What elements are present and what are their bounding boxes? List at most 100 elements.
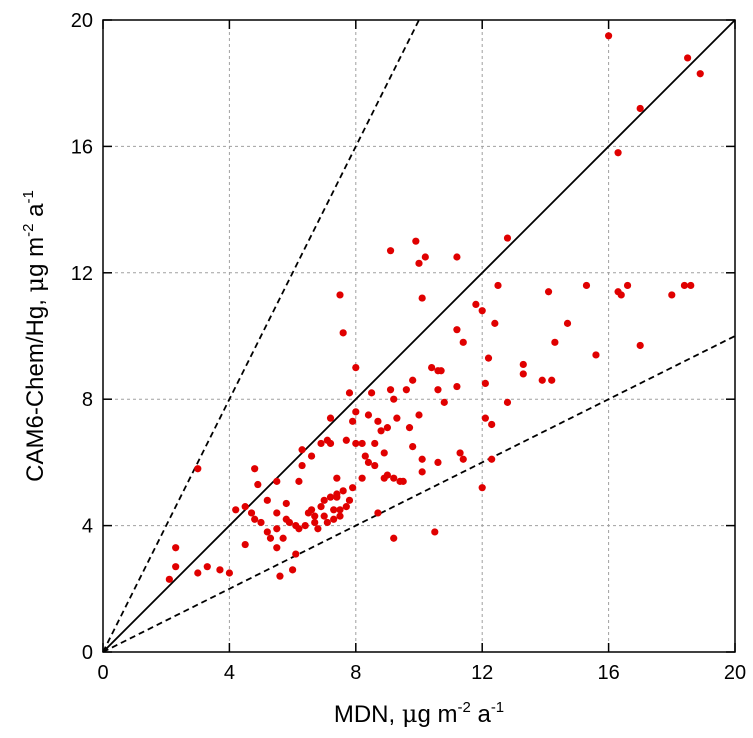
data-point (456, 449, 464, 457)
y-axis-title-exp1: -2 (20, 224, 37, 237)
data-point (273, 525, 281, 533)
data-point (374, 509, 382, 517)
data-point (194, 569, 202, 577)
data-point (386, 247, 395, 255)
data-point (684, 54, 692, 62)
data-point (279, 534, 287, 542)
data-point (592, 351, 600, 359)
y-axis-title: CAM6-Chem/Hg, μg m-2 a-1 (20, 190, 49, 482)
data-point (333, 474, 341, 482)
data-point (285, 518, 294, 527)
data-point (339, 329, 347, 337)
data-point (371, 461, 379, 470)
x-axis-title-prefix: MDN, (334, 701, 402, 728)
data-point (364, 458, 373, 466)
data-point (273, 477, 281, 485)
data-point (687, 281, 695, 290)
data-point (289, 566, 297, 574)
data-point (301, 522, 309, 530)
y-tick-label: 4 (82, 516, 93, 538)
data-point (326, 439, 335, 448)
data-point (405, 424, 414, 432)
reference-lines (102, 19, 736, 653)
y-tick-label: 8 (82, 389, 93, 411)
data-point (352, 408, 360, 416)
data-point (326, 414, 335, 422)
y-tick-label: 16 (71, 136, 93, 158)
data-point (263, 496, 271, 504)
y-axis-title-prefix: CAM6-Chem/Hg, (22, 292, 49, 481)
data-point (481, 379, 489, 387)
data-point (623, 281, 632, 290)
data-point (459, 338, 467, 346)
data-point (478, 484, 486, 492)
data-point (292, 550, 300, 558)
data-point (614, 149, 622, 157)
data-point (494, 281, 502, 290)
x-tick-label: 20 (724, 662, 746, 684)
data-point (216, 566, 224, 574)
data-point (326, 493, 335, 501)
data-point (481, 414, 489, 422)
y-axis-title-group: CAM6-Chem/Hg, μg m-2 a-1 (20, 190, 49, 482)
data-point (415, 259, 423, 267)
plot-frame (102, 19, 736, 653)
data-point (323, 518, 331, 527)
data-point (488, 420, 496, 429)
data-point (364, 411, 373, 419)
data-point (263, 528, 271, 536)
data-point (336, 291, 344, 299)
data-point (478, 307, 486, 315)
data-point (617, 291, 625, 299)
y-tick-label: 12 (71, 263, 93, 285)
data-point (412, 237, 420, 245)
data-point (374, 417, 382, 425)
data-point (339, 487, 347, 495)
data-point (636, 104, 644, 113)
x-tick-label: 4 (224, 662, 235, 684)
x-axis-title-exp2: -1 (491, 699, 504, 716)
data-point (421, 253, 429, 261)
x-tick-label: 0 (97, 662, 108, 684)
data-point (453, 326, 461, 334)
data-point (431, 528, 439, 536)
data-point (680, 281, 689, 290)
data-point (519, 370, 527, 378)
data-point (251, 465, 259, 473)
data-point (605, 32, 613, 40)
data-point (172, 563, 180, 571)
data-point (459, 455, 467, 463)
reference-line-1 (102, 19, 420, 653)
reference-line-2 (102, 335, 736, 653)
x-axis-title-exp1: -2 (457, 699, 470, 716)
data-point (295, 477, 303, 485)
data-point (491, 319, 499, 327)
data-point (437, 367, 445, 375)
data-point (390, 395, 398, 403)
data-point (311, 518, 319, 527)
data-point (409, 443, 417, 451)
data-point (361, 452, 369, 460)
data-point (371, 439, 379, 448)
data-point (386, 386, 395, 394)
x-tick-label: 12 (471, 662, 493, 684)
data-point (383, 424, 391, 432)
data-point (295, 525, 303, 533)
data-point (203, 563, 211, 571)
data-point (311, 512, 319, 520)
data-point (390, 534, 398, 542)
data-point (282, 499, 290, 508)
data-point (345, 496, 354, 504)
data-point (276, 572, 284, 580)
data-point (503, 398, 512, 406)
data-point (434, 458, 442, 466)
data-point (241, 540, 249, 549)
one-to-one-line (102, 19, 736, 653)
data-point (636, 341, 644, 350)
data-point (582, 281, 591, 290)
y-axis-title-mu: μ (21, 277, 49, 293)
data-point (696, 70, 704, 78)
data-point (330, 506, 338, 514)
data-point (352, 439, 360, 448)
